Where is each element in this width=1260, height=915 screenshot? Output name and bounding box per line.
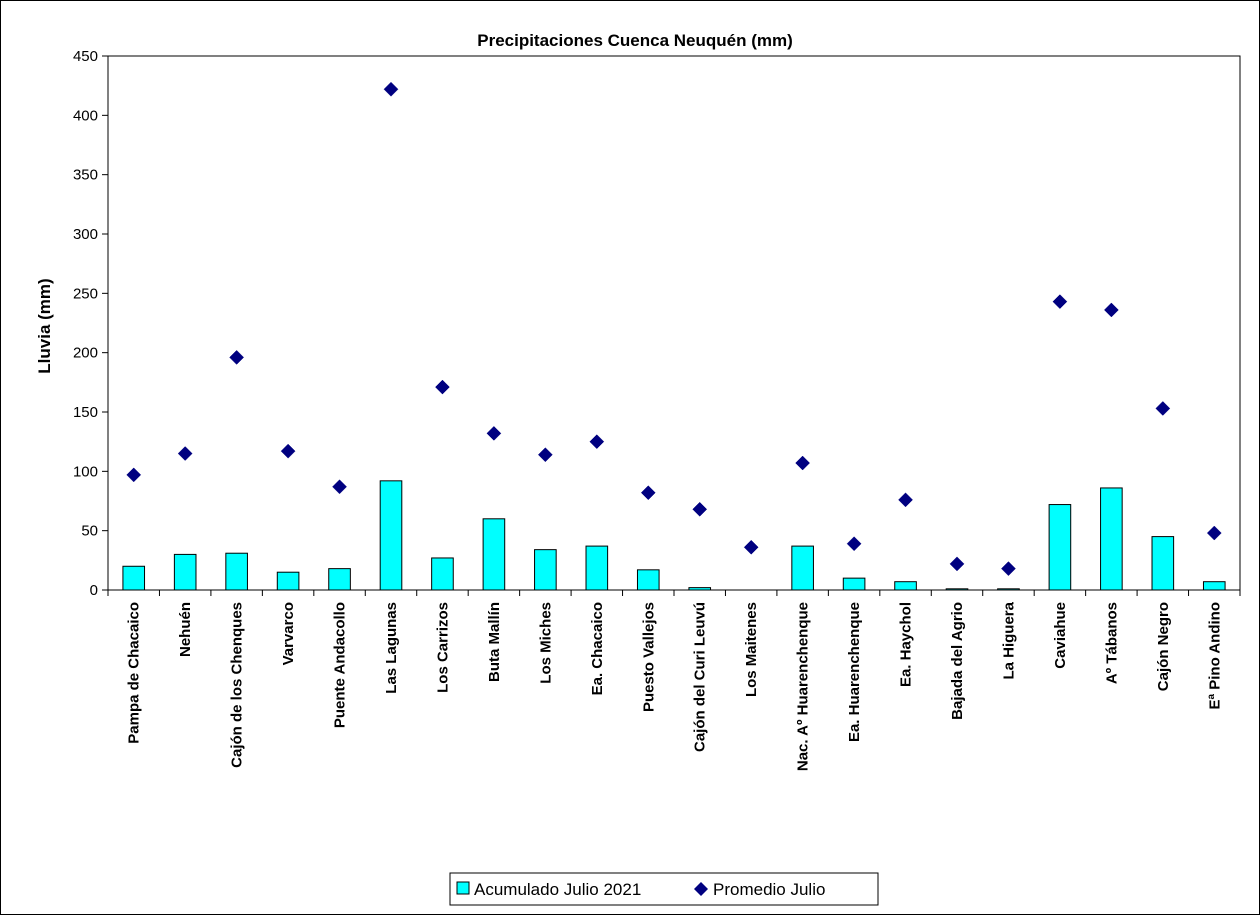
- bar-20: [1100, 487, 1123, 591]
- y-tick-label: 450: [73, 48, 98, 65]
- point-3: [229, 350, 244, 365]
- point-5: [332, 479, 347, 495]
- chart-title: Precipitaciones Cuenca Neuquén (mm): [477, 31, 793, 50]
- bar-19: [1048, 504, 1072, 591]
- bar-21: [1151, 536, 1175, 591]
- y-tick-label: 350: [73, 167, 98, 184]
- x-category-label: Cajón del Curi Leuvú: [692, 602, 709, 752]
- point-9: [538, 447, 553, 463]
- y-tick-label: 400: [73, 107, 98, 124]
- point-2: [177, 446, 193, 461]
- point-1: [126, 467, 142, 483]
- bar-15: [842, 577, 866, 591]
- point-7: [435, 379, 450, 395]
- x-category-label: Pampa de Chacaico: [126, 602, 143, 744]
- point-18: [1001, 561, 1016, 576]
- y-axis-label: Lluvia (mm): [35, 278, 54, 373]
- legend: Acumulado Julio 2021 Promedio Julio: [449, 872, 879, 906]
- x-category-label: Puente Andacollo: [332, 602, 349, 728]
- point-15: [846, 536, 862, 552]
- x-category-label: Bajada del Agrio: [949, 602, 966, 720]
- x-category-label: Ea. Haychol: [898, 602, 915, 687]
- bar-18: [997, 588, 1020, 591]
- point-13: [743, 539, 759, 555]
- point-16: [898, 492, 913, 508]
- y-tick-label: 50: [81, 523, 98, 540]
- bar-1: [122, 565, 146, 591]
- y-tick-label: 100: [73, 463, 98, 480]
- bar-17: [945, 588, 969, 591]
- y-tick-label: 150: [73, 404, 98, 421]
- bar-11: [636, 569, 660, 591]
- point-14: [795, 455, 810, 471]
- x-category-label: Ea. Huarenchenque: [846, 602, 863, 742]
- bar-8: [482, 518, 506, 591]
- bar-2: [173, 553, 197, 591]
- point-6: [383, 81, 399, 97]
- x-category-label: Varvarco: [280, 602, 297, 665]
- x-category-label: Aº Tábanos: [1103, 602, 1120, 684]
- x-category-label: Nehuén: [177, 602, 194, 657]
- legend-swatch-bar: [456, 881, 470, 895]
- x-category-label: Puesto Vallejos: [640, 602, 657, 712]
- bar-3: [225, 552, 248, 591]
- x-category-label: Los Miches: [537, 602, 554, 684]
- y-tick-label: 300: [73, 226, 98, 243]
- x-category-label: Ea. Chacaico: [589, 602, 606, 695]
- x-category-label: Los Carrizos: [434, 602, 451, 693]
- y-tick-label: 0: [90, 582, 98, 599]
- bar-10: [585, 545, 609, 591]
- legend-box: [449, 872, 879, 906]
- x-category-label: Buta Mallín: [486, 602, 503, 682]
- point-11: [640, 485, 656, 501]
- bar-9: [534, 549, 557, 591]
- x-category-label: La Higuera: [1000, 601, 1017, 679]
- point-4: [280, 443, 296, 459]
- y-tick-label: 250: [73, 285, 98, 302]
- legend-swatch-diamond: [694, 882, 708, 896]
- legend-label-bar: Acumulado Julio 2021: [474, 880, 641, 899]
- point-10: [589, 434, 605, 450]
- bar-7: [431, 557, 454, 591]
- plot-area: 0 50 100 150 200 250 300 350 400 450 Pampa de Chac…: [73, 48, 1241, 771]
- x-category-label: Caviahue: [1052, 602, 1069, 669]
- x-category-label: Nac. Aº Huarenchenque: [795, 602, 812, 771]
- bar-5: [328, 568, 351, 591]
- bar-14: [791, 545, 814, 591]
- point-19: [1052, 294, 1068, 309]
- x-category-label: Cajón de los Chenques: [229, 602, 246, 768]
- y-tick-label: 200: [73, 345, 98, 362]
- point-20: [1104, 302, 1119, 318]
- x-category-label: Cajón Negro: [1155, 602, 1172, 691]
- bar-4: [276, 571, 300, 591]
- point-12: [692, 501, 708, 517]
- bar-12: [688, 587, 712, 591]
- bar-16: [894, 581, 917, 591]
- point-21: [1155, 401, 1171, 416]
- x-category-label: Los Maitenes: [743, 602, 760, 697]
- bar-6: [379, 480, 403, 591]
- x-category-label: Eª Pino Andino: [1206, 602, 1223, 709]
- point-17: [949, 556, 965, 572]
- point-8: [486, 426, 502, 441]
- point-22: [1206, 525, 1222, 541]
- x-category-label: Las Lagunas: [383, 602, 400, 694]
- bar-22: [1202, 581, 1226, 591]
- legend-label-diamond: Promedio Julio: [713, 880, 825, 899]
